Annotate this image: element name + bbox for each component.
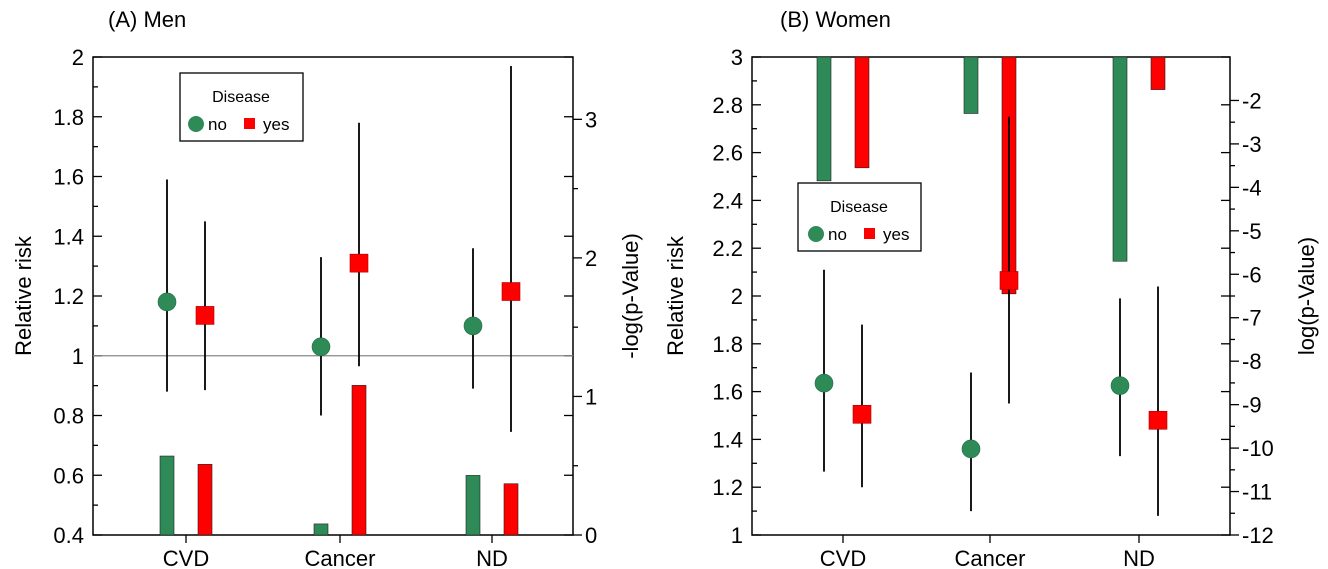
y-tick-label: 0.6 — [53, 463, 84, 488]
y-tick-label: 2.8 — [712, 93, 743, 118]
markers — [157, 253, 521, 357]
y-tick-label: 1.4 — [712, 427, 743, 452]
rr-point-yes-nd — [501, 282, 521, 301]
legend-no-label: no — [828, 225, 847, 244]
legend: Disease no yes — [797, 182, 922, 252]
rr-point-no-cvd — [157, 292, 177, 312]
y2-axis-ticks: -2 -3 -4 -5 -6 -7 -8 -9 -10 -11 -12 — [1230, 88, 1274, 548]
legend-no-label: no — [208, 115, 227, 134]
y2-axis-ticks: 0 1 2 3 — [573, 107, 597, 548]
chart-title: (B) Women — [780, 7, 891, 32]
x-axis-ticks: CVD Cancer ND — [163, 535, 508, 569]
x-tick-label-cancer: Cancer — [305, 546, 376, 569]
pvalue-bar-no-nd — [465, 475, 481, 536]
y-axis-ticks: 0.4 0.6 0.8 1 1.2 1.4 1.6 1.8 2 — [53, 45, 573, 548]
y2-tick-label: 0 — [585, 523, 597, 548]
y-tick-label: 1.8 — [712, 332, 743, 357]
y2-tick-label: -10 — [1242, 436, 1274, 461]
legend-yes-label: yes — [263, 115, 289, 134]
rr-point-no-cancer — [961, 439, 981, 459]
y-tick-label: 1.6 — [712, 380, 743, 405]
y2-axis-label: log(p-Value) — [1294, 237, 1319, 355]
rr-point-yes-nd — [1148, 410, 1168, 430]
y2-tick-label: -4 — [1242, 175, 1262, 200]
y-tick-label: 2 — [731, 284, 743, 309]
rr-point-yes-cvd — [195, 306, 215, 325]
y2-tick-label: -8 — [1242, 349, 1262, 374]
y2-tick-label: -2 — [1242, 88, 1262, 113]
y-tick-label: 1.2 — [712, 475, 743, 500]
pvalue-bar-yes-nd — [503, 483, 519, 536]
y-tick-label: 1 — [731, 523, 743, 548]
chart-title: (A) Men — [108, 7, 186, 32]
rr-point-no-cvd — [814, 373, 834, 393]
y-tick-label: 1.8 — [53, 105, 84, 130]
y-axis-label: Relative risk — [663, 235, 688, 356]
pvalue-bar-no-nd — [1112, 56, 1128, 262]
y-tick-label: 1.4 — [53, 224, 84, 249]
error-bars — [823, 116, 1159, 516]
y-tick-label: 1.6 — [53, 165, 84, 190]
x-tick-label-nd: ND — [1123, 546, 1155, 569]
rr-point-no-cancer — [311, 337, 331, 357]
legend-yes-marker — [244, 118, 255, 129]
rr-point-no-nd — [1110, 376, 1130, 395]
bars — [816, 56, 1166, 295]
y-tick-label: 2 — [72, 45, 84, 70]
y2-tick-label: 3 — [585, 107, 597, 132]
legend: Disease no yes — [179, 72, 304, 142]
pvalue-bar-no-cancer — [313, 523, 329, 536]
x-tick-label-nd: ND — [476, 546, 508, 569]
y-tick-label: 2.2 — [712, 236, 743, 261]
y-tick-label: 1.2 — [53, 284, 84, 309]
y2-tick-label: -9 — [1242, 393, 1262, 418]
y2-tick-label: -12 — [1242, 523, 1274, 548]
y2-tick-label: -11 — [1242, 480, 1272, 505]
x-tick-label-cvd: CVD — [163, 546, 209, 569]
legend-title: Disease — [830, 199, 888, 216]
pvalue-bar-yes-cvd — [197, 464, 213, 536]
rr-point-yes-cancer — [349, 253, 369, 273]
legend-no-marker — [808, 226, 824, 242]
y-axis-ticks: 1 1.2 1.4 1.6 1.8 2 2.2 2.4 2.6 2.8 3 — [712, 45, 1230, 548]
pvalue-bar-no-cancer — [963, 56, 979, 114]
x-axis-ticks: CVD Cancer ND — [820, 535, 1155, 569]
y-tick-label: 0.8 — [53, 404, 84, 429]
pvalue-bar-yes-cancer — [351, 385, 367, 536]
y-tick-label: 2.6 — [712, 141, 743, 166]
rr-point-no-nd — [463, 316, 483, 336]
x-tick-label-cvd: CVD — [820, 546, 866, 569]
pvalue-bar-no-cvd — [816, 56, 832, 182]
x-tick-label-cancer: Cancer — [955, 546, 1026, 569]
legend-title: Disease — [212, 89, 270, 106]
y2-tick-label: -7 — [1242, 306, 1262, 331]
markers — [814, 271, 1168, 459]
pvalue-bar-yes-nd — [1150, 56, 1166, 90]
panel-men: (A) Men 0.4 0.6 0.8 1 1.2 1.4 1.6 1.8 2 0 1 2 3 CVD… — [11, 7, 643, 569]
y2-tick-label: -6 — [1242, 262, 1262, 287]
legend-no-marker — [188, 116, 204, 132]
y2-tick-label: 1 — [585, 384, 597, 409]
y2-tick-label: -3 — [1242, 132, 1262, 157]
bars — [159, 385, 519, 536]
y-tick-label: 1 — [72, 344, 84, 369]
y2-tick-label: -5 — [1242, 219, 1262, 244]
y2-axis-label: -log(p-Value) — [618, 233, 643, 359]
y-axis-label: Relative risk — [11, 235, 36, 356]
rr-point-yes-cvd — [852, 405, 872, 424]
legend-yes-label: yes — [883, 225, 909, 244]
y-tick-label: 0.4 — [53, 523, 84, 548]
pvalue-bar-yes-cvd — [854, 56, 870, 169]
panel-women: (B) Women 1 1.2 1.4 1.6 1.8 2 2.2 2.4 2.6 2.8 3 -2… — [663, 7, 1319, 569]
legend-yes-marker — [864, 228, 875, 239]
y-tick-label: 2.4 — [712, 188, 743, 213]
pvalue-bar-no-cvd — [159, 455, 175, 536]
rr-point-yes-cancer — [999, 271, 1019, 290]
y2-tick-label: 2 — [585, 246, 597, 271]
y-tick-label: 3 — [731, 45, 743, 70]
